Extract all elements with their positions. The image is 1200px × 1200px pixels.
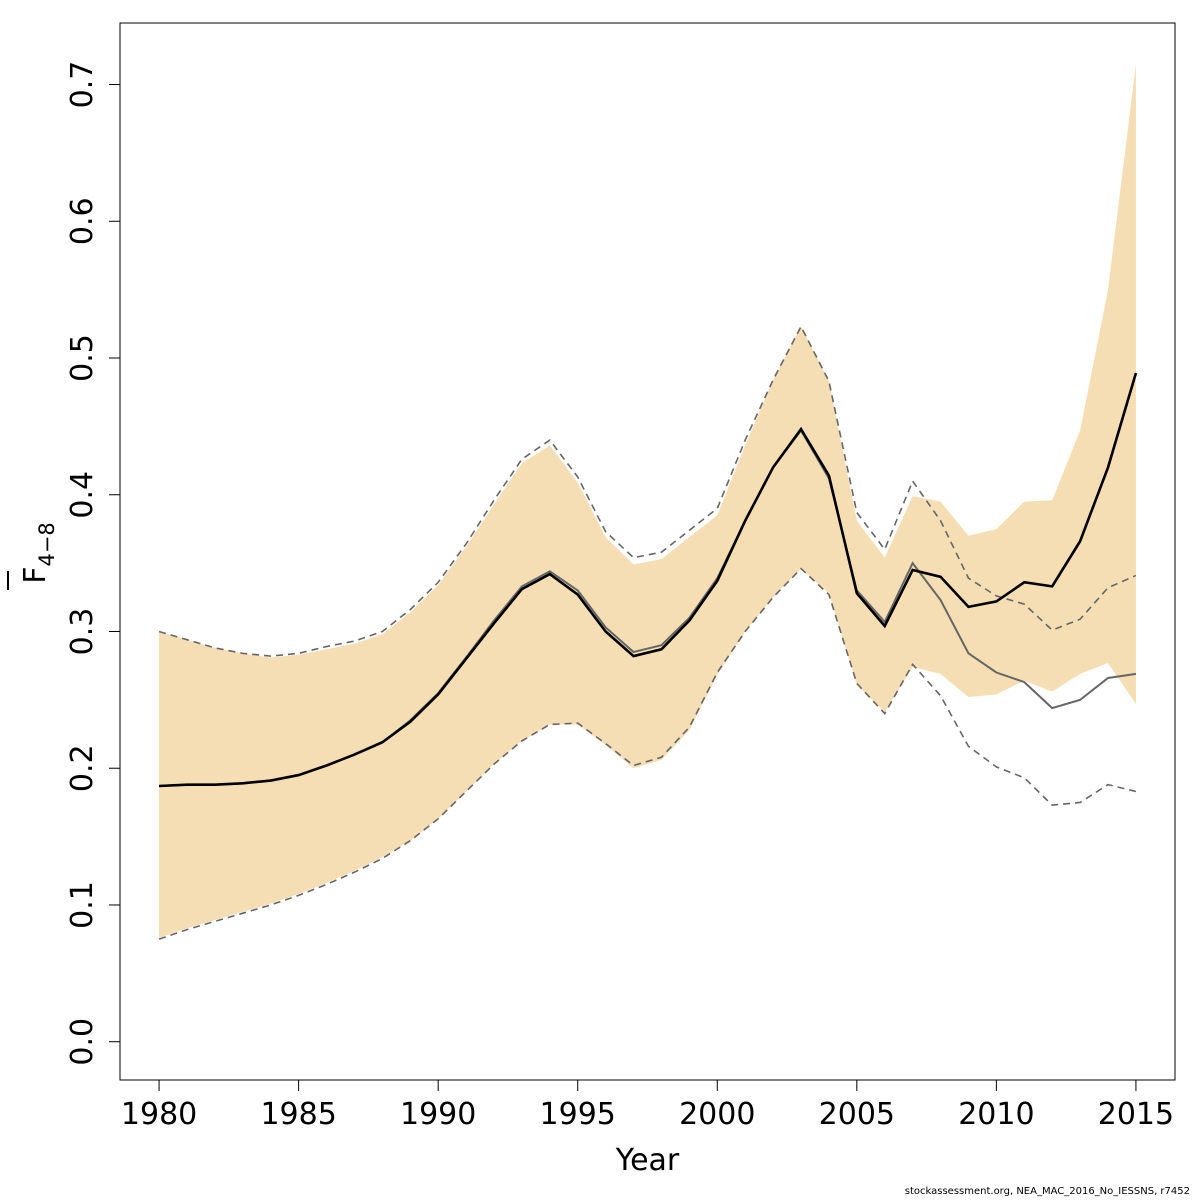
x-tick-label: 2000: [679, 1097, 755, 1132]
x-tick-label: 1985: [260, 1097, 336, 1132]
x-axis-title: Year: [615, 1143, 680, 1178]
y-tick-label: 0.0: [65, 1018, 100, 1066]
y-tick-label: 0.5: [65, 334, 100, 382]
axes: 1980 1985 1990 1995 2000 2005 2010 2015 0.0 0.1 0.…: [65, 61, 1174, 1132]
x-tick-label: 1980: [121, 1097, 197, 1132]
plot-frame: [119, 22, 1176, 1081]
confidence-band: [159, 64, 1136, 938]
x-tick-label: 1990: [400, 1097, 476, 1132]
y-tick-label: 0.6: [65, 197, 100, 245]
svg-text:F4−8: F4−8: [18, 522, 59, 584]
y-tick-label: 0.1: [65, 881, 100, 929]
x-tick-label: 2010: [958, 1097, 1034, 1132]
footer-credit: stockassessment.org, NEA_MAC_2016_No_IES…: [904, 1186, 1190, 1197]
y-tick-label: 0.4: [65, 471, 100, 519]
x-tick-label: 1995: [540, 1097, 616, 1132]
y-tick-label: 0.3: [65, 608, 100, 656]
x-tick-label: 2015: [1098, 1097, 1174, 1132]
estimate-line: [159, 372, 1138, 788]
plot-area: [158, 64, 1138, 940]
previous-lower-ci-line: [158, 567, 1137, 940]
x-tick-label: 2005: [819, 1097, 895, 1132]
y-tick-label: 0.7: [65, 61, 100, 109]
y-tick-label: 0.2: [65, 744, 100, 792]
y-axis-title: F4−8: [7, 522, 59, 590]
